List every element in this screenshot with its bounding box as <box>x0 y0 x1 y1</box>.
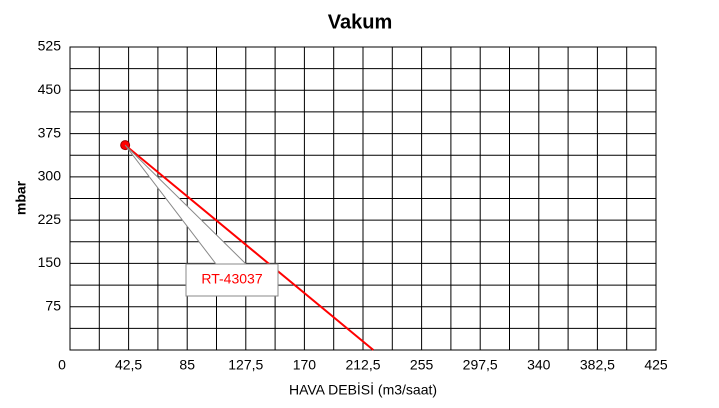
y-axis-label: mbar <box>13 180 29 215</box>
x-tick-label: 425 <box>644 357 668 373</box>
y-tick-label: 375 <box>38 124 62 140</box>
annotation-box <box>185 263 279 297</box>
x-tick-label: 382,5 <box>580 357 615 373</box>
x-tick-label: 170 <box>293 357 317 373</box>
y-tick-label: 75 <box>45 297 61 313</box>
x-tick-label: 212,5 <box>345 357 380 373</box>
x-tick-label: 42,5 <box>115 357 142 373</box>
x-tick-label: 255 <box>410 357 434 373</box>
annotation-callout <box>124 144 248 265</box>
x-tick-label: 340 <box>527 357 551 373</box>
y-tick-label: 450 <box>38 81 62 97</box>
x-tick-label: 85 <box>179 357 195 373</box>
x-tick-label: 127,5 <box>228 357 263 373</box>
x-tick-label: 0 <box>58 357 66 373</box>
chart-title: Vakum <box>328 11 392 33</box>
x-axis-label: HAVA DEBİSİ (m3/saat) <box>289 381 437 398</box>
y-tick-label: 225 <box>38 211 62 227</box>
data-line <box>124 144 374 351</box>
y-tick-label: 300 <box>38 168 62 184</box>
y-tick-label: 150 <box>38 254 62 270</box>
x-tick-label: 297,5 <box>463 357 498 373</box>
y-tick-label: 525 <box>38 38 62 54</box>
annotation-text: RT-43037 <box>201 271 262 287</box>
